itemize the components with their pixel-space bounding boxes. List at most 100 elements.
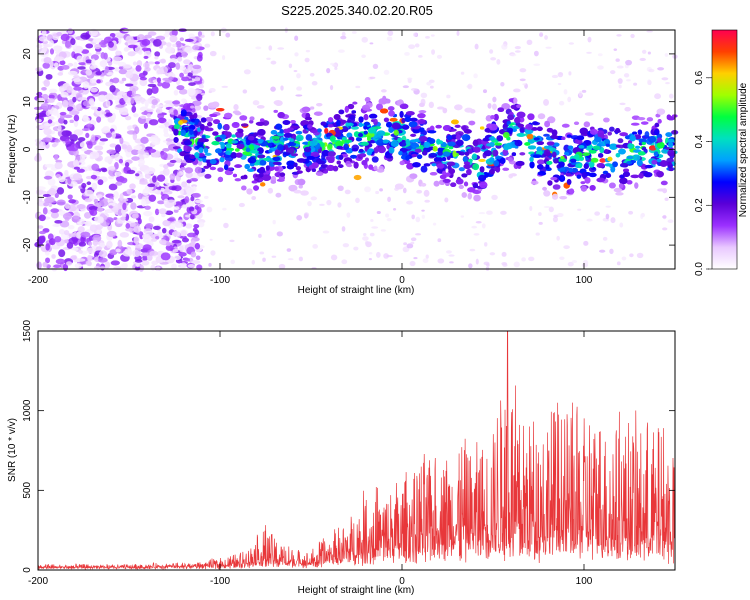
heatmap-cell <box>144 99 149 108</box>
heatmap-cell <box>341 126 349 133</box>
heatmap-cell <box>543 149 551 156</box>
heatmap-cell <box>133 113 139 118</box>
heatmap-cell <box>666 114 672 120</box>
heatmap-cell <box>245 147 251 153</box>
heatmap-cell <box>45 73 53 80</box>
heatmap-cell <box>47 178 56 186</box>
heatmap-cell <box>132 213 139 219</box>
heatmap-cell <box>310 196 318 201</box>
heatmap-cell <box>306 155 316 160</box>
heatmap-cell <box>47 119 53 124</box>
heatmap-cell <box>597 153 604 158</box>
heatmap-cell <box>609 182 616 189</box>
heatmap-cell <box>618 148 626 155</box>
heatmap-cell <box>168 76 174 81</box>
heatmap-cell <box>461 192 467 198</box>
heatmap-cell <box>185 159 194 163</box>
heatmap-cell <box>298 256 303 262</box>
heatmap-cell <box>530 127 539 131</box>
heatmap-cell <box>89 209 98 216</box>
heatmap-cell <box>60 91 69 98</box>
heatmap-cell <box>605 205 611 208</box>
heatmap-cell <box>71 215 80 223</box>
heatmap-cell <box>544 120 551 128</box>
heatmap-cell <box>454 104 463 111</box>
heatmap-cell <box>115 98 120 106</box>
heatmap-cell <box>462 125 467 131</box>
heatmap-cell <box>626 180 633 185</box>
heatmap-cell <box>68 237 78 245</box>
heatmap-cell <box>69 134 79 142</box>
heatmap-cell <box>599 249 606 253</box>
heatmap-cell <box>428 152 438 158</box>
heatmap-cell <box>586 51 592 54</box>
heatmap-cell <box>532 121 538 125</box>
heatmap-cell <box>578 163 583 169</box>
heatmap-cell <box>309 106 315 110</box>
heatmap-cell <box>99 138 109 142</box>
heatmap-cell <box>143 122 148 129</box>
heatmap-cell <box>180 109 187 117</box>
heatmap-cell <box>283 152 291 156</box>
heatmap-cell <box>588 149 597 154</box>
heatmap-cell <box>90 134 96 143</box>
heatmap-cell <box>130 222 137 228</box>
heatmap-cell <box>463 161 471 165</box>
heatmap-cell <box>197 160 203 166</box>
heatmap-cell <box>538 212 542 217</box>
heatmap-cell <box>266 57 271 60</box>
heatmap-cell <box>45 196 55 203</box>
heatmap-cell <box>326 199 332 206</box>
heatmap-cell <box>114 153 121 161</box>
heatmap-cell <box>45 110 51 116</box>
x-tick-label: -100 <box>210 275 230 286</box>
heatmap-cell <box>448 145 454 150</box>
heatmap-cell <box>471 153 478 160</box>
heatmap-cell <box>258 178 263 182</box>
heatmap-cell <box>615 192 624 196</box>
heatmap-cell <box>88 206 98 211</box>
heatmap-cell <box>97 206 104 213</box>
heatmap-cell <box>344 189 351 195</box>
heatmap-cell <box>172 43 177 48</box>
heatmap-cell <box>423 189 430 197</box>
heatmap-cell <box>414 148 422 153</box>
heatmap-cell <box>181 76 190 82</box>
heatmap-cell <box>425 36 430 39</box>
heatmap-cell <box>426 81 432 86</box>
heatmap-cell <box>94 145 104 151</box>
heatmap-cell <box>242 89 248 94</box>
heatmap-cell <box>243 69 251 75</box>
heatmap-cell <box>52 108 59 116</box>
heatmap-cell <box>283 132 293 138</box>
heatmap-cell <box>193 223 200 229</box>
heatmap-cell <box>160 152 168 160</box>
heatmap-cell <box>257 129 266 136</box>
heatmap-cell <box>198 221 205 228</box>
heatmap-cell <box>613 48 618 51</box>
heatmap-cell <box>249 116 255 121</box>
heatmap-cell <box>619 174 625 179</box>
heatmap-cell <box>69 110 80 116</box>
heatmap-cell <box>183 140 193 146</box>
heatmap-cell <box>303 146 312 153</box>
heatmap-cell <box>429 125 435 132</box>
heatmap-cell <box>37 225 44 229</box>
heatmap-cell <box>561 123 570 128</box>
heatmap-cell <box>353 131 360 138</box>
heatmap-cell <box>209 238 213 241</box>
heatmap-cell <box>40 102 50 109</box>
heatmap-cell <box>146 254 153 262</box>
heatmap-cell <box>301 106 311 113</box>
heatmap-cell <box>119 193 124 201</box>
heatmap-cell <box>368 252 373 255</box>
heatmap-cell <box>204 173 212 179</box>
heatmap-cell <box>152 175 157 183</box>
heatmap-cell <box>90 174 98 180</box>
heatmap-cell <box>322 230 330 234</box>
heatmap-cell <box>502 263 508 267</box>
heatmap-cell <box>200 117 207 123</box>
heatmap-cell <box>144 66 151 72</box>
heatmap-cell <box>54 220 63 224</box>
